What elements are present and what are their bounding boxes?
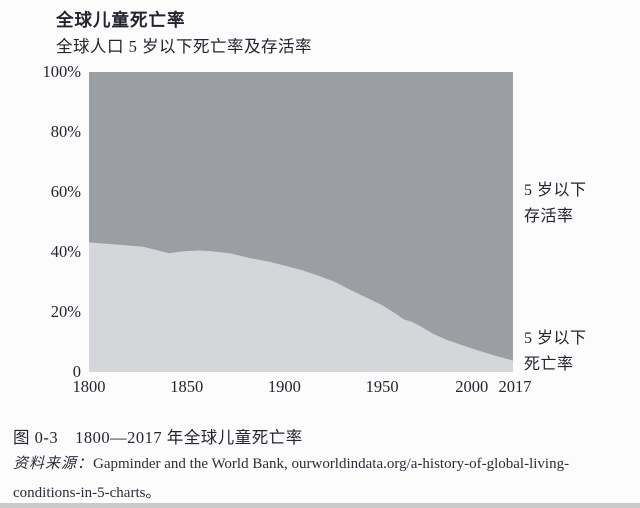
plot-area [89,72,513,372]
x-tick-label-2017: 2017 [498,377,532,396]
x-tick-label-1900: 1900 [267,377,301,396]
x-tick-label-2000: 2000 [455,377,489,396]
y-tick-label-60: 60% [50,182,81,201]
series-label-mortality: 5 岁以下 死亡率 [524,326,587,378]
source-text: Gapminder and the World Bank, ourworldin… [13,456,570,501]
y-tick-label-100: 100% [42,62,82,81]
y-tick-label-20: 20% [50,302,81,321]
x-tick-label-1950: 1950 [365,377,399,396]
chart-subtitle: 全球人口 5 岁以下死亡率及存活率 [56,37,312,56]
series-label-survival-line2: 存活率 [524,208,574,225]
series-label-mortality-line1: 5 岁以下 [524,330,587,347]
figure-caption: 图 0-3 1800—2017 年全球儿童死亡率 [13,428,303,447]
y-tick-label-80: 80% [50,122,81,141]
series-label-survival: 5 岁以下 存活率 [524,178,587,230]
series-label-survival-line1: 5 岁以下 [524,182,587,199]
x-tick-label-1850: 1850 [170,377,204,396]
x-tick-label-1800: 1800 [72,377,106,396]
series-label-mortality-line2: 死亡率 [524,356,574,373]
figure-source: 资料来源：Gapminder and the World Bank, ourwo… [13,450,631,507]
y-tick-label-40: 40% [50,242,81,261]
chart-title: 全球儿童死亡率 [56,10,186,30]
mortality-area [89,242,513,372]
page-bottom-edge [0,503,640,508]
area-chart [89,72,513,372]
source-label: 资料来源： [13,456,94,472]
y-tick-label-0: 0 [72,362,81,381]
